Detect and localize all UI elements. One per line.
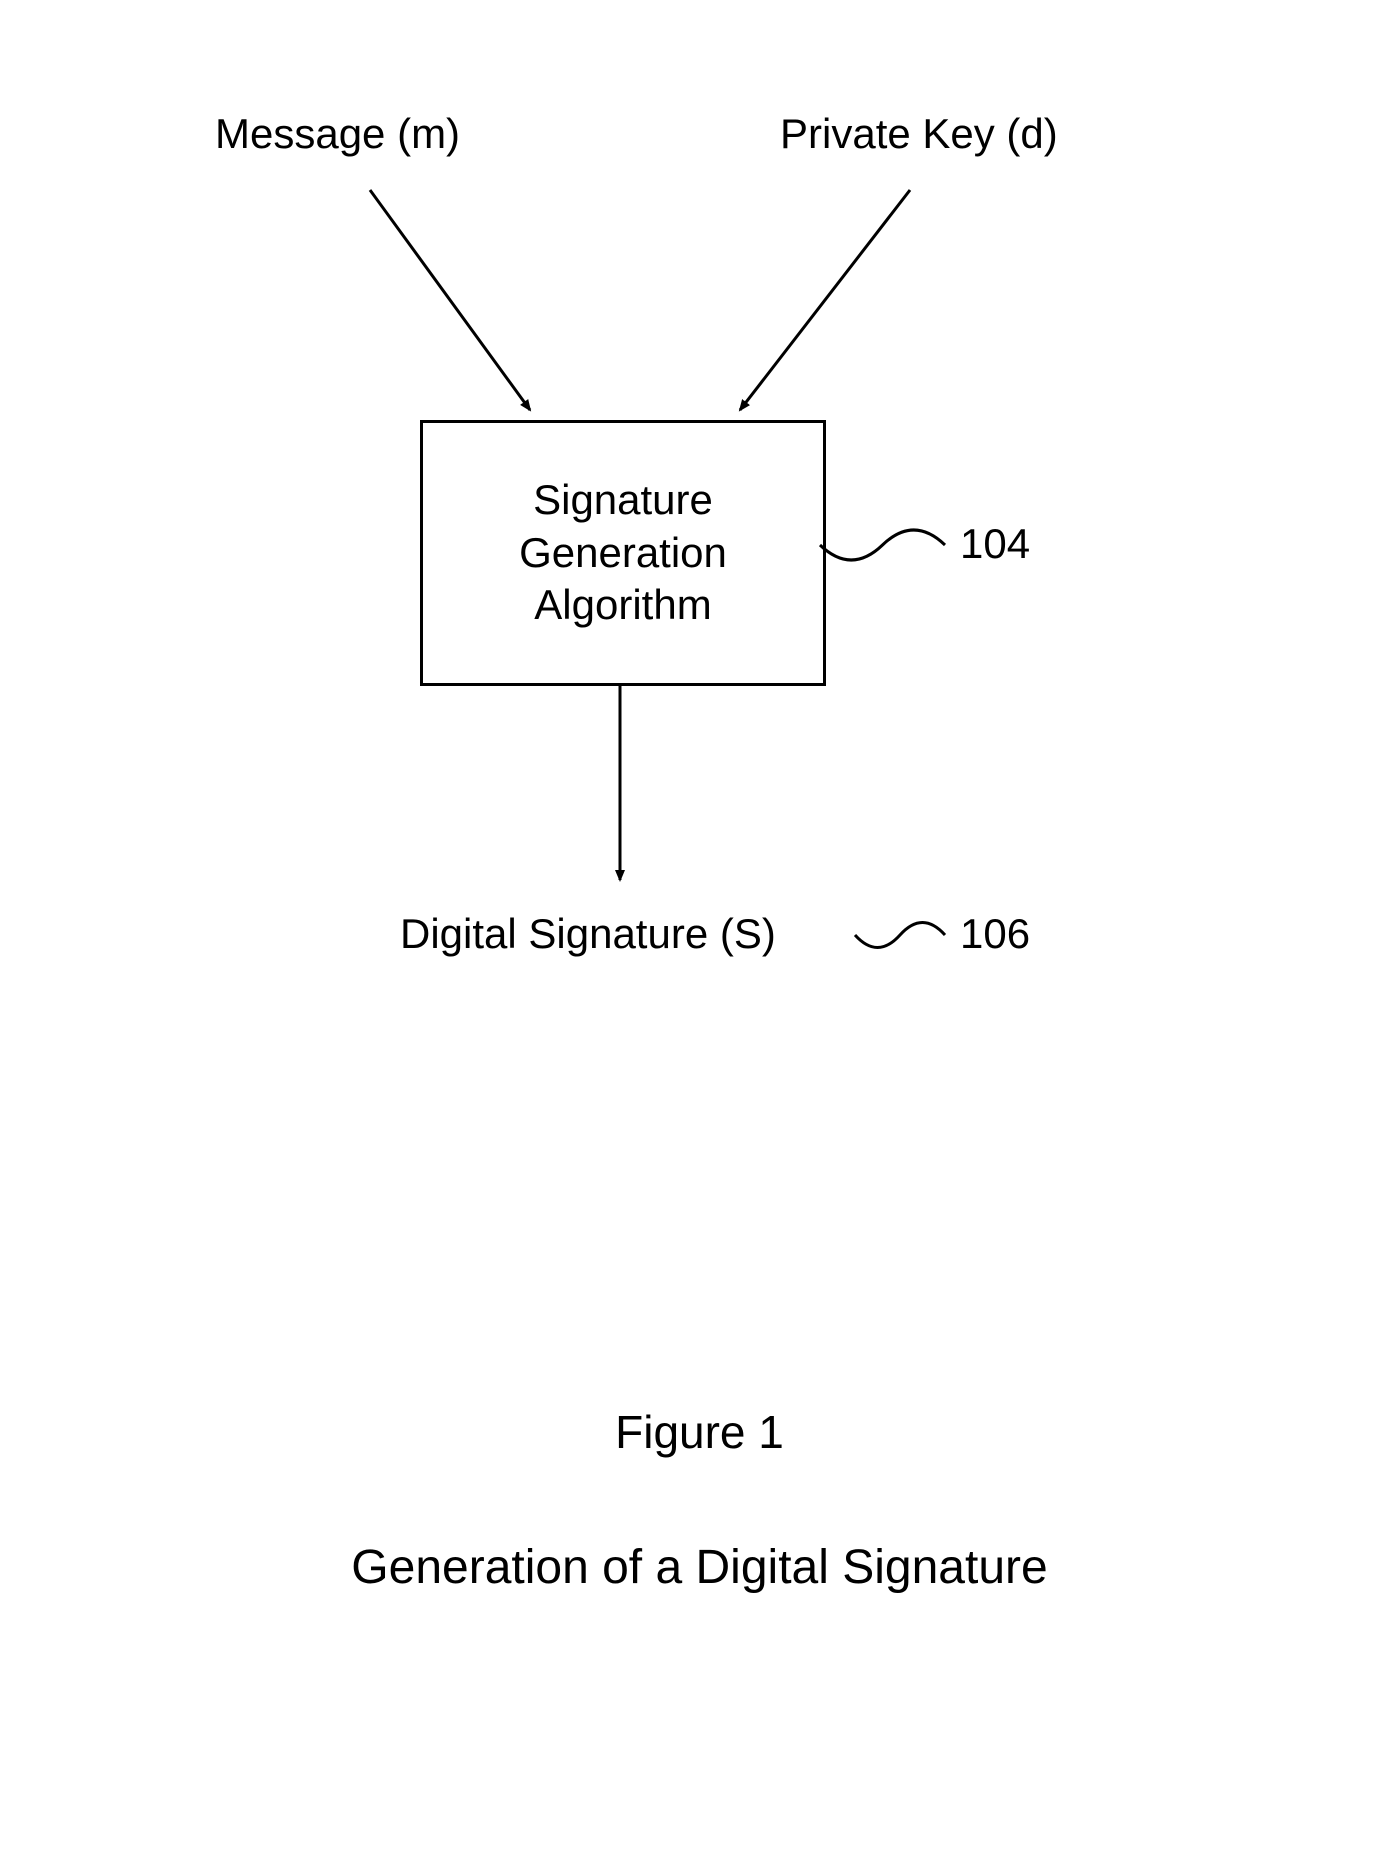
input-private-key-label: Private Key (d)	[780, 110, 1058, 158]
box-line2: Generation	[519, 527, 727, 580]
input-message-label: Message (m)	[215, 110, 460, 158]
signature-generation-box: Signature Generation Algorithm	[420, 420, 826, 686]
box-line1: Signature	[533, 474, 713, 527]
figure-title: Generation of a Digital Signature	[0, 1540, 1399, 1595]
diagram-canvas: Message (m) Private Key (d) Signature Ge…	[0, 0, 1399, 1873]
output-ref-number: 106	[960, 910, 1030, 958]
box-ref-number: 104	[960, 520, 1030, 568]
output-label: Digital Signature (S)	[400, 910, 776, 958]
box-line3: Algorithm	[534, 579, 711, 632]
figure-number: Figure 1	[0, 1405, 1399, 1459]
